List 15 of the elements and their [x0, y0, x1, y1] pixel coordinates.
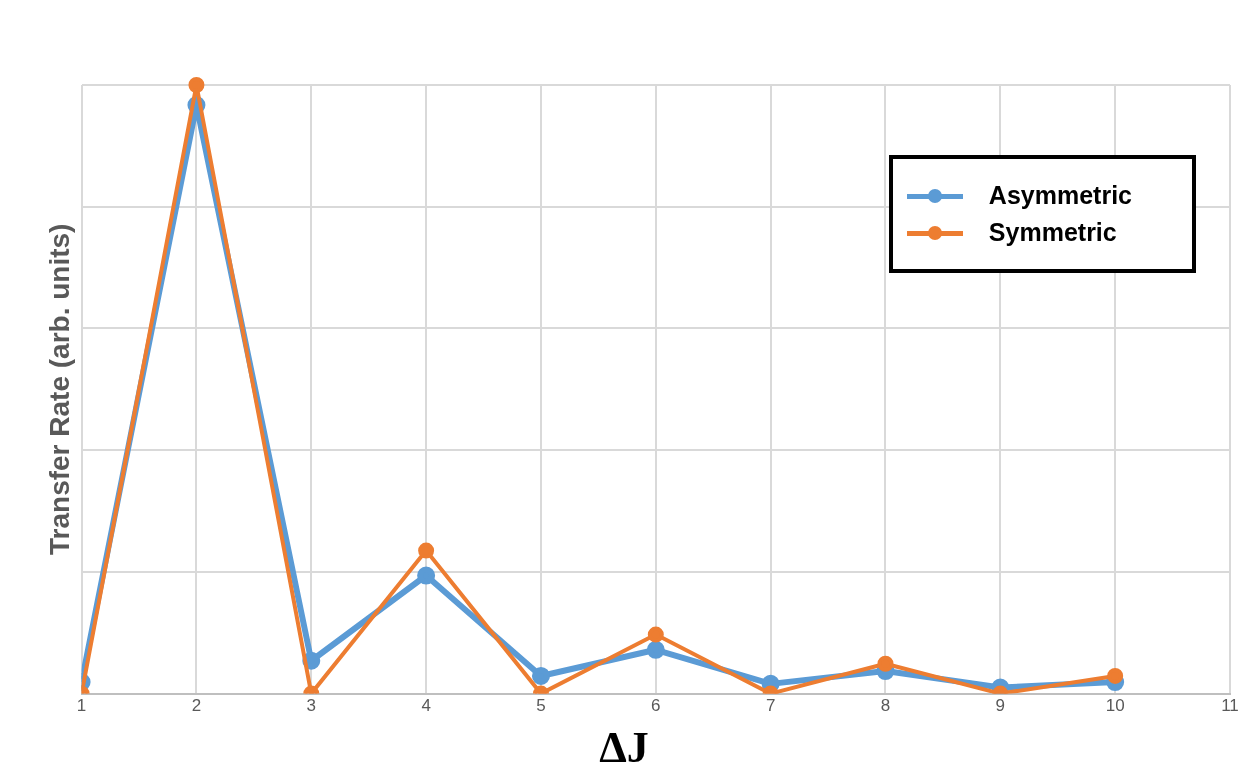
y-axis-title: Transfer Rate (arb. units) — [43, 223, 75, 555]
x-tick-label: 1 — [76, 696, 87, 716]
x-tick-label: 6 — [651, 696, 661, 716]
x-tick-label: 4 — [421, 696, 431, 716]
legend-label: Asymmetric — [988, 181, 1132, 210]
x-tick-label: 5 — [536, 696, 546, 716]
legend-label: Symmetric — [988, 218, 1117, 247]
x-tick-label: 9 — [995, 696, 1006, 716]
x-tick-label: 11 — [1221, 696, 1239, 716]
x-axis-title: ΔJ — [598, 722, 650, 771]
x-tick-label: 2 — [191, 696, 202, 716]
x-tick-label: 3 — [306, 696, 317, 716]
x-tick-label: 10 — [1105, 696, 1125, 716]
x-tick-label: 7 — [765, 696, 776, 716]
x-tick-label: 8 — [880, 696, 891, 716]
